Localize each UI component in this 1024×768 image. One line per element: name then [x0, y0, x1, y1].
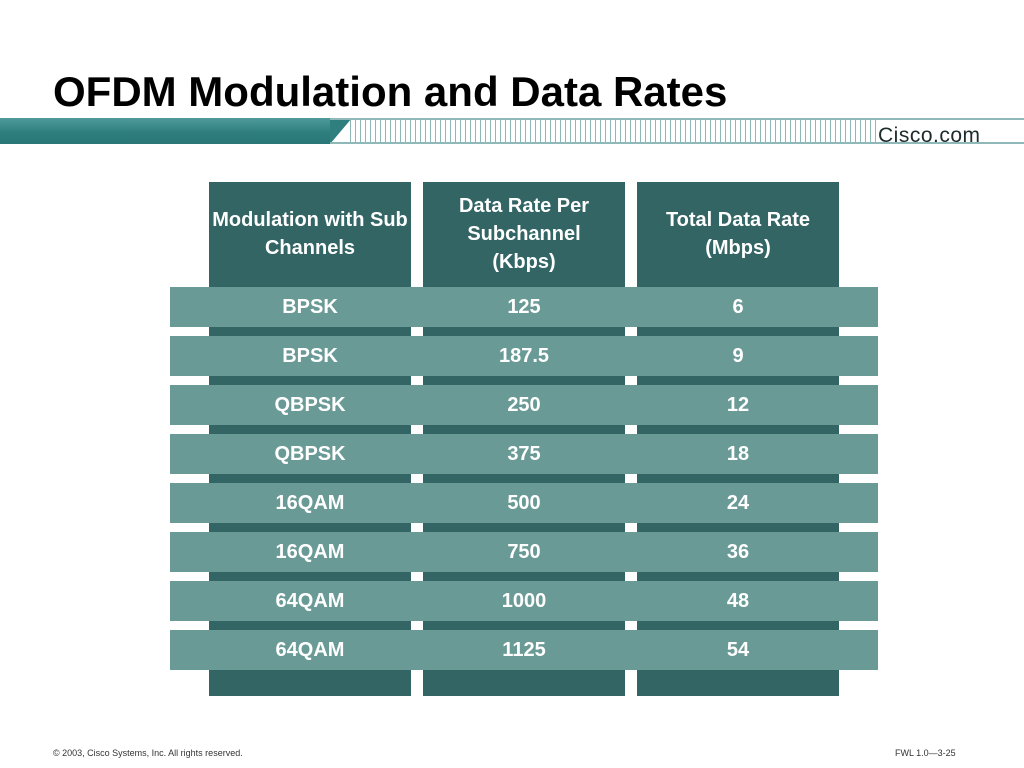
header-subchannel-rate: Data Rate Per Subchannel (Kbps) — [458, 195, 590, 273]
cell-total-rate: 48 — [726, 589, 750, 612]
cell-modulation: 64QAM — [275, 589, 345, 612]
table-row: 64QAM 1125 54 — [170, 630, 878, 670]
table-row: 16QAM 500 24 — [170, 483, 878, 523]
cell-total-rate: 12 — [726, 393, 750, 416]
cell-subchannel-rate: 1000 — [501, 589, 547, 612]
table-row: QBPSK 375 18 — [170, 434, 878, 474]
cell-modulation: QBPSK — [274, 442, 346, 465]
header-band-solid — [0, 118, 352, 144]
table-row: 64QAM 1000 48 — [170, 581, 878, 621]
header-modulation: Modulation with Sub Channels — [212, 209, 408, 259]
footer-copyright: © 2003, Cisco Systems, Inc. All rights r… — [53, 748, 243, 758]
slide-title: OFDM Modulation and Data Rates — [53, 68, 728, 115]
cell-modulation: 16QAM — [275, 491, 345, 514]
brand-logo: Cisco.com — [878, 124, 981, 147]
cell-subchannel-rate: 375 — [507, 442, 541, 465]
cell-total-rate: 6 — [732, 295, 744, 318]
header-band — [0, 118, 1024, 144]
cell-total-rate: 36 — [726, 540, 750, 563]
cell-subchannel-rate: 250 — [507, 393, 541, 416]
header-band-top-line — [330, 118, 1024, 120]
cell-modulation: 64QAM — [275, 638, 345, 661]
cell-modulation: 16QAM — [275, 540, 345, 563]
cell-subchannel-rate: 750 — [507, 540, 541, 563]
cell-subchannel-rate: 187.5 — [498, 344, 550, 367]
cell-subchannel-rate: 1125 — [502, 638, 546, 661]
table-row: BPSK 125 6 — [170, 287, 878, 327]
table-row: BPSK 187.5 9 — [170, 336, 878, 376]
cell-modulation: QBPSK — [274, 393, 346, 416]
cell-modulation: BPSK — [282, 295, 338, 318]
header-band-bottom-line — [330, 142, 1024, 144]
cell-subchannel-rate: 125 — [507, 295, 541, 318]
cell-modulation: BPSK — [282, 344, 338, 367]
cell-subchannel-rate: 500 — [507, 491, 541, 514]
table-row: 16QAM 750 36 — [170, 532, 878, 572]
header-total-rate: Total Data Rate (Mbps) — [665, 209, 811, 259]
cell-total-rate: 9 — [732, 344, 744, 367]
table-row: QBPSK 250 12 — [170, 385, 878, 425]
cell-total-rate: 24 — [726, 491, 750, 514]
cell-total-rate: 18 — [726, 442, 750, 465]
header-band-stripes — [350, 120, 880, 142]
cell-total-rate: 54 — [726, 638, 750, 661]
footer-slide-number: FWL 1.0—3-25 — [895, 748, 956, 758]
